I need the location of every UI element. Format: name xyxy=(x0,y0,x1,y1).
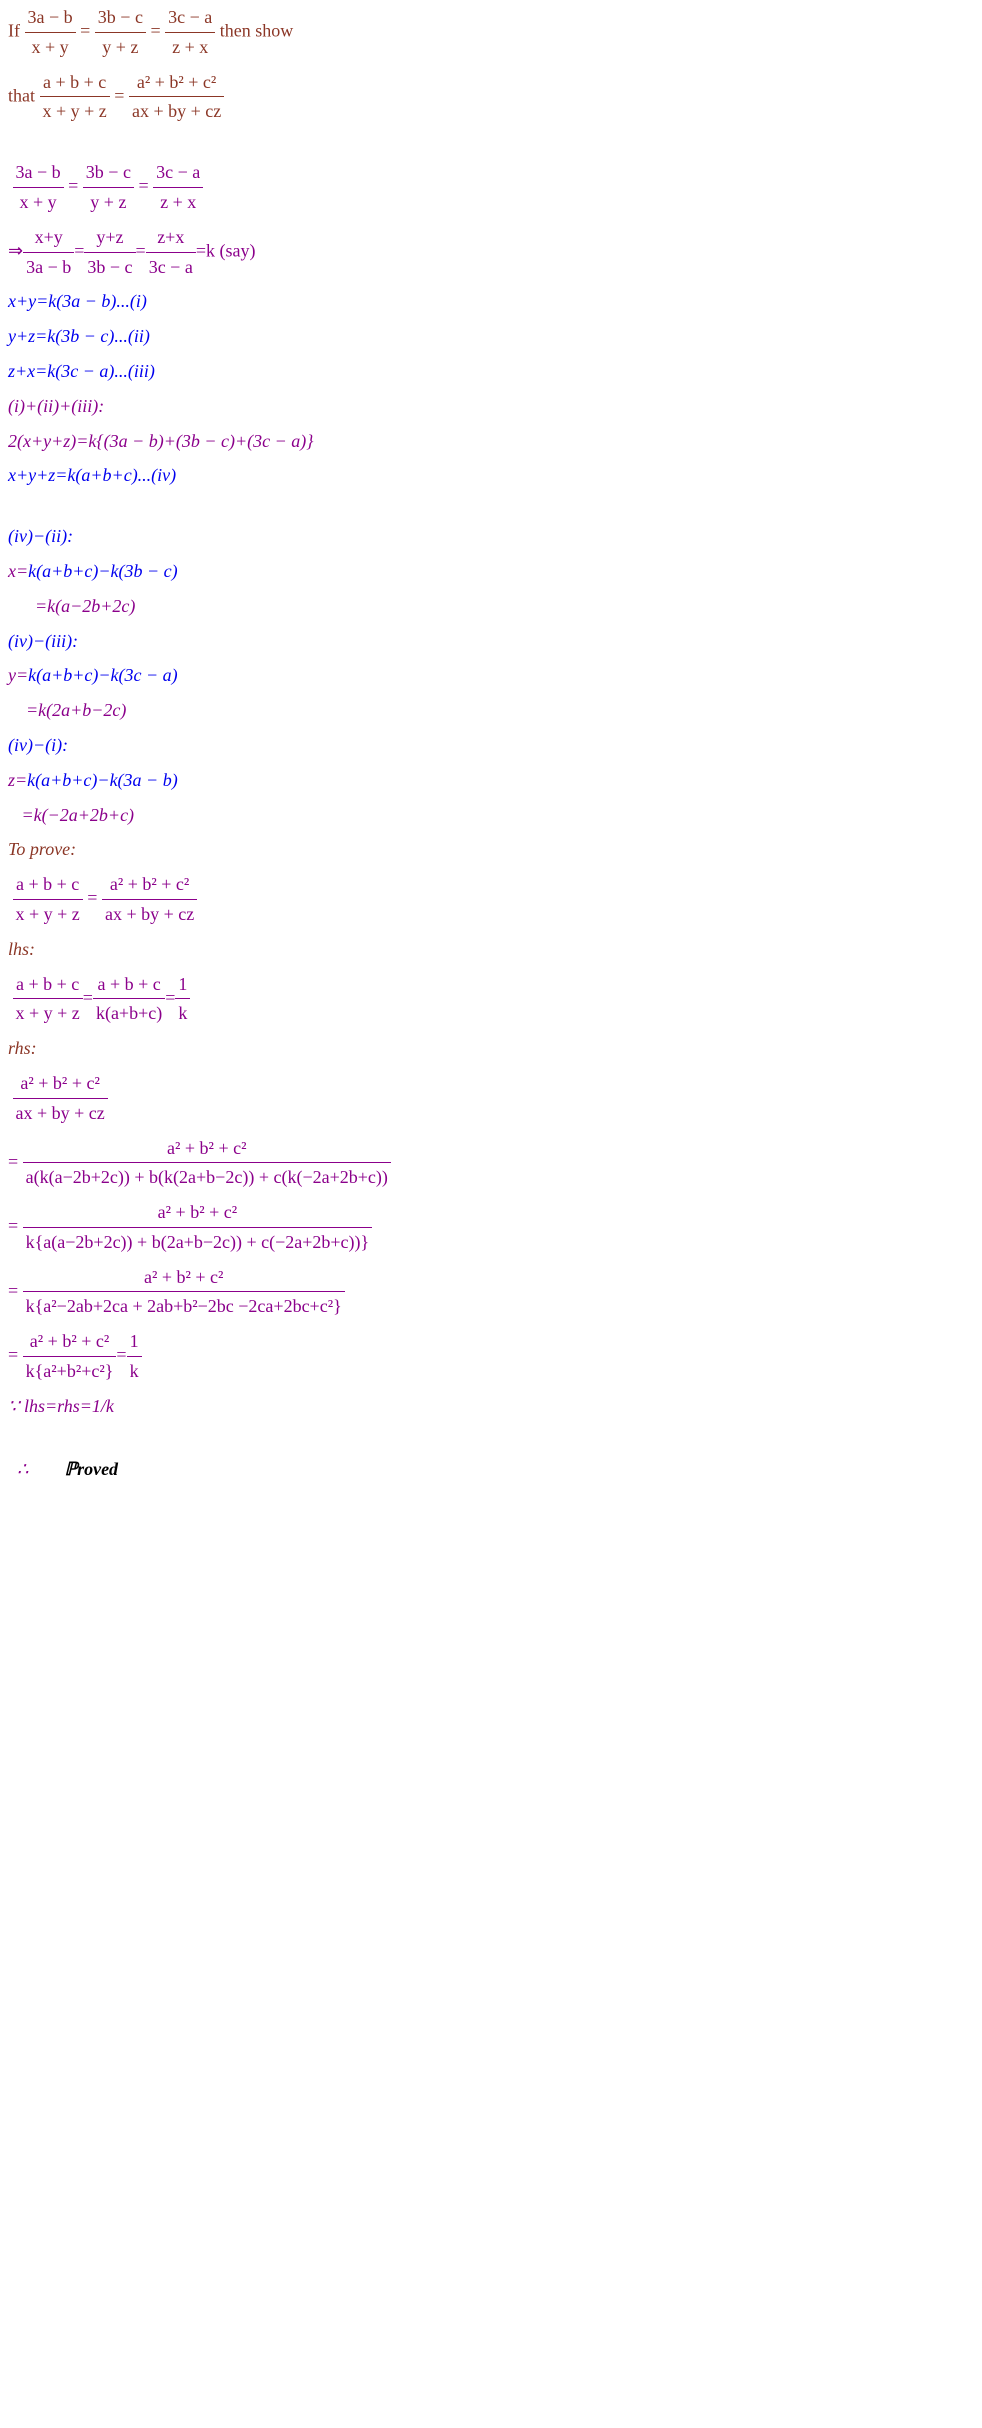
solution-line: = a² + b² + c² k{a²+b²+c²} = 1 k xyxy=(0,1324,982,1389)
solution-line: =k(a−2b+2c) xyxy=(0,589,982,624)
fraction: x+y 3a − b xyxy=(23,223,74,282)
fraction: 3c − a z + x xyxy=(153,158,203,217)
text: x= xyxy=(8,561,28,581)
text: that xyxy=(8,85,40,105)
fraction: a² + b² + c² ax + by + cz xyxy=(129,68,224,127)
fraction: a² + b² + c² a(k(a−2b+2c)) + b(k(2a+b−2c… xyxy=(23,1134,391,1193)
spacer xyxy=(0,493,982,519)
therefore: ∴ xyxy=(17,1459,64,1479)
solution-line: y+z=k(3b − c)...(ii) xyxy=(0,319,982,354)
proved: ∴ ℙroved xyxy=(0,1424,982,1488)
solution-line: x+y=k(3a − b)...(i) xyxy=(0,284,982,319)
solution-line: (iv)−(iii): xyxy=(0,624,982,659)
rhs-label: rhs: xyxy=(0,1031,982,1066)
eq: = xyxy=(68,176,83,196)
eq: = xyxy=(150,20,165,40)
fraction: a² + b² + c² k{a²−2ab+2ca + 2ab+b²−2bc −… xyxy=(23,1263,345,1322)
solution-line: =k(2a+b−2c) xyxy=(0,693,982,728)
fraction: 1 k xyxy=(127,1327,142,1386)
fraction: a + b + c x + y + z xyxy=(40,68,110,127)
solution-line: (i)+(ii)+(iii): xyxy=(0,389,982,424)
spacer xyxy=(0,129,982,155)
to-prove: To prove: xyxy=(0,832,982,867)
solution-line: = a² + b² + c² k{a²−2ab+2ca + 2ab+b²−2bc… xyxy=(0,1260,982,1325)
solution-line: =k(−2a+2b+c) xyxy=(0,798,982,833)
fraction: y+z 3b − c xyxy=(84,223,135,282)
fraction: a² + b² + c² ax + by + cz xyxy=(102,870,197,929)
solution-line: a + b + c x + y + z = a² + b² + c² ax + … xyxy=(0,867,982,932)
text: k(a+b+c)−k(3b − c) xyxy=(28,561,178,581)
text: y= xyxy=(8,665,28,685)
fraction: a² + b² + c² k{a²+b²+c²} xyxy=(23,1327,117,1386)
solution-line: a + b + c x + y + z = a + b + c k(a+b+c)… xyxy=(0,967,982,1032)
solution-line: x+y+z=k(a+b+c)...(iv) xyxy=(0,458,982,493)
arrow: ⇒ xyxy=(8,240,23,260)
text: z= xyxy=(8,770,27,790)
text: k(a+b+c)−k(3a − b) xyxy=(27,770,178,790)
solution-line: = a² + b² + c² a(k(a−2b+2c)) + b(k(2a+b−… xyxy=(0,1131,982,1196)
fraction: a + b + c k(a+b+c) xyxy=(93,970,165,1029)
solution-line: y=k(a+b+c)−k(3c − a) xyxy=(0,658,982,693)
conclusion: ∵ lhs=rhs=1/k xyxy=(0,1389,982,1424)
fraction: 1 k xyxy=(175,970,190,1029)
eq: = xyxy=(114,85,129,105)
solution-line: 3a − b x + y = 3b − c y + z = 3c − a z +… xyxy=(0,155,982,220)
lhs-label: lhs: xyxy=(0,932,982,967)
eq: = xyxy=(138,176,153,196)
solution-line: x=k(a+b+c)−k(3b − c) xyxy=(0,554,982,589)
solution-line: z=k(a+b+c)−k(3a − b) xyxy=(0,763,982,798)
solution-line: a² + b² + c² ax + by + cz xyxy=(0,1066,982,1131)
solution-line: = a² + b² + c² k{a(a−2b+2c)) + b(2a+b−2c… xyxy=(0,1195,982,1260)
solution-line: ⇒ x+y 3a − b = y+z 3b − c = z+x 3c − a =… xyxy=(0,220,982,285)
fraction: 3a − b x + y xyxy=(13,158,64,217)
fraction: a + b + c x + y + z xyxy=(13,870,83,929)
solution-line: (iv)−(i): xyxy=(0,728,982,763)
problem-line-1: If 3a − b x + y = 3b − c y + z = 3c − a … xyxy=(0,0,982,65)
fraction: 3a − b x + y xyxy=(25,3,76,62)
text: =k (say) xyxy=(196,240,256,260)
fraction: a + b + c x + y + z xyxy=(13,970,83,1029)
eq: = xyxy=(87,888,102,908)
eq: = xyxy=(80,20,95,40)
fraction: a² + b² + c² ax + by + cz xyxy=(13,1069,108,1128)
text: then show xyxy=(220,20,294,40)
fraction: 3b − c y + z xyxy=(95,3,146,62)
fraction: 3b − c y + z xyxy=(83,158,134,217)
fraction: 3c − a z + x xyxy=(165,3,215,62)
text: k(a+b+c)−k(3c − a) xyxy=(28,665,178,685)
fraction: a² + b² + c² k{a(a−2b+2c)) + b(2a+b−2c))… xyxy=(23,1198,373,1257)
solution-line: (iv)−(ii): xyxy=(0,519,982,554)
problem-line-2: that a + b + c x + y + z = a² + b² + c² … xyxy=(0,65,982,130)
proved-text: ℙroved xyxy=(64,1459,118,1479)
fraction: z+x 3c − a xyxy=(146,223,196,282)
solution-line: 2(x+y+z)=k{(3a − b)+(3b − c)+(3c − a)} xyxy=(0,424,982,459)
text: If xyxy=(8,20,25,40)
solution-line: z+x=k(3c − a)...(iii) xyxy=(0,354,982,389)
